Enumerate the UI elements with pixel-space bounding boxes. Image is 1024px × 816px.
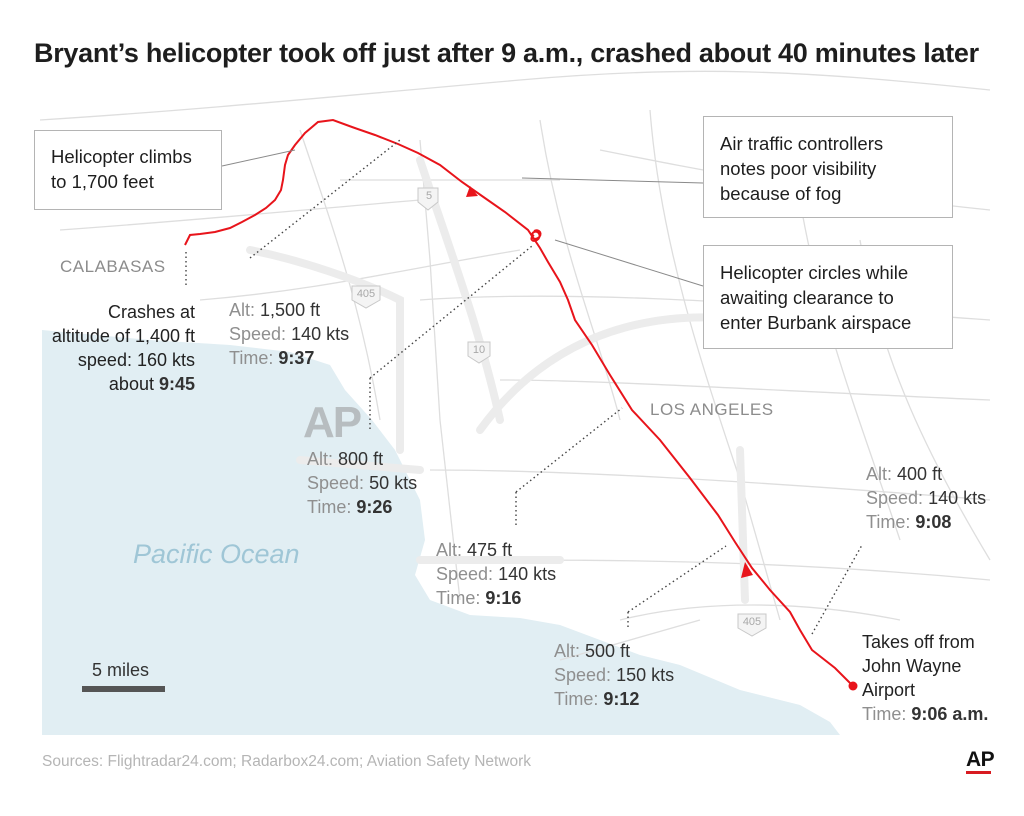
callout-fog-line: notes poor visibility (720, 158, 877, 179)
highway-10-label: 10 (472, 344, 486, 356)
speed-label: Speed: (229, 324, 287, 344)
los-angeles-label: LOS ANGELES (650, 400, 774, 419)
waypoint-912: Alt: 500 ft Speed: 150 kts Time: 9:12 (554, 639, 674, 711)
time-label: Time: (229, 348, 274, 368)
scale-label: 5 miles (92, 660, 150, 680)
scale-bar (82, 686, 165, 692)
callout-climbs-line: Helicopter climbs (51, 146, 192, 167)
alt-label: Alt: (554, 641, 581, 661)
alt-label: Alt: (307, 449, 334, 469)
alt-value: 500 ft (585, 641, 631, 661)
speed-value: 150 kts (616, 665, 675, 685)
ap-watermark: AP (303, 398, 362, 447)
time-value: 9:26 (356, 497, 393, 517)
alt-label: Alt: (229, 300, 256, 320)
leader-lines-solid (221, 149, 704, 287)
leader-lines-dotted (185, 139, 863, 635)
takeoff-line: John Wayne (862, 656, 962, 676)
crash-info: Crashes at altitude of 1,400 ft speed: 1… (52, 300, 195, 396)
takeoff-time-label: Time: (862, 704, 907, 724)
callout-circles-line: Helicopter circles while (720, 262, 909, 283)
pacific-ocean-label: Pacific Ocean (133, 539, 300, 569)
time-value: 9:16 (485, 588, 522, 608)
waypoint-937: Alt: 1,500 ft Speed: 140 kts Time: 9:37 (229, 298, 349, 370)
alt-value: 400 ft (897, 464, 943, 484)
callout-circles-line: enter Burbank airspace (720, 312, 912, 333)
highway-405-north-label: 405 (356, 288, 376, 300)
sources-credit: Sources: Flightradar24.com; Radarbox24.c… (42, 753, 532, 770)
alt-value: 1,500 ft (260, 300, 321, 320)
time-label: Time: (307, 497, 352, 517)
time-label: Time: (436, 588, 481, 608)
crash-line: speed: 160 kts (77, 350, 195, 370)
speed-value: 140 kts (498, 564, 557, 584)
speed-label: Speed: (436, 564, 494, 584)
takeoff-point (848, 681, 858, 691)
takeoff-time: 9:06 a.m. (911, 704, 989, 724)
flight-path (184, 118, 854, 687)
speed-label: Speed: (307, 473, 365, 493)
waypoint-926: Alt: 800 ft Speed: 50 kts Time: 9:26 (307, 447, 417, 519)
time-value: 9:08 (915, 512, 952, 532)
callout-circles-line: awaiting clearance to (720, 287, 894, 308)
speed-value: 140 kts (291, 324, 350, 344)
alt-value: 800 ft (338, 449, 384, 469)
ap-logo: AP (966, 748, 995, 771)
time-value: 9:37 (278, 348, 315, 368)
speed-label: Speed: (866, 488, 924, 508)
callout-fog-line: because of fog (720, 183, 842, 204)
alt-label: Alt: (436, 540, 463, 560)
takeoff-line: Takes off from (862, 632, 975, 652)
callout-climbs: Helicopter climbs to 1,700 feet (34, 130, 222, 210)
path-direction-arrow-upper (466, 186, 478, 197)
takeoff-info: Takes off from John Wayne Airport Time: … (862, 630, 988, 726)
crash-time-prefix: about (108, 374, 159, 394)
alt-label: Alt: (866, 464, 893, 484)
takeoff-line: Airport (862, 680, 916, 700)
callout-fog: Air traffic controllers notes poor visib… (703, 116, 953, 218)
speed-value: 140 kts (928, 488, 987, 508)
speed-value: 50 kts (369, 473, 418, 493)
time-label: Time: (866, 512, 911, 532)
callout-circles: Helicopter circles while awaiting cleara… (703, 245, 953, 349)
alt-value: 475 ft (467, 540, 513, 560)
callout-fog-line: Air traffic controllers (720, 133, 884, 154)
speed-label: Speed: (554, 665, 612, 685)
crash-line: Crashes at (107, 302, 195, 322)
crash-time: 9:45 (158, 374, 195, 394)
page-title: Bryant’s helicopter took off just after … (34, 38, 979, 68)
time-value: 9:12 (603, 689, 640, 709)
highway-shields (351, 187, 767, 637)
waypoint-916: Alt: 475 ft Speed: 140 kts Time: 9:16 (436, 538, 556, 610)
ap-logo-underline (966, 771, 991, 774)
highway-5-label: 5 (425, 190, 433, 202)
highway-405-south-label: 405 (742, 616, 762, 628)
calabasas-label: CALABASAS (60, 257, 166, 276)
pacific-ocean-area (42, 330, 840, 735)
crash-line: altitude of 1,400 ft (51, 326, 195, 346)
waypoint-908: Alt: 400 ft Speed: 140 kts Time: 9:08 (866, 462, 986, 534)
time-label: Time: (554, 689, 599, 709)
callout-climbs-line: to 1,700 feet (51, 171, 154, 192)
crash-time-row: about 9:45 (52, 372, 195, 396)
path-direction-arrow-lower (741, 562, 753, 578)
